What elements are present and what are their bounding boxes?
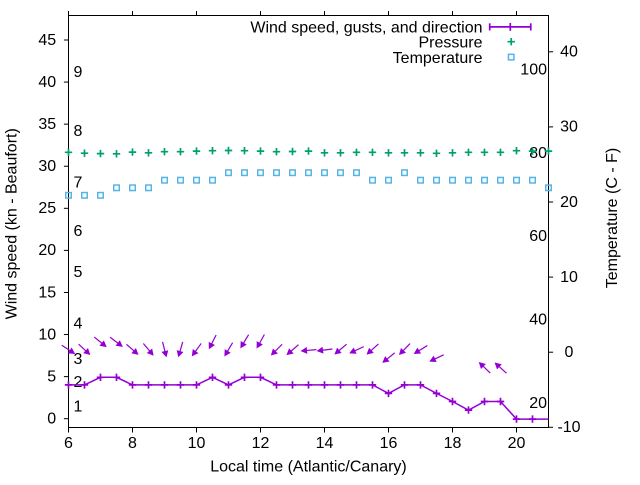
svg-text:Temperature (C - F): Temperature (C - F) xyxy=(604,148,621,288)
svg-text:10: 10 xyxy=(38,326,56,343)
svg-text:8: 8 xyxy=(74,123,83,140)
svg-text:15: 15 xyxy=(38,284,56,301)
svg-text:2: 2 xyxy=(74,374,83,391)
svg-text:20: 20 xyxy=(529,395,547,412)
svg-text:0: 0 xyxy=(565,344,574,361)
svg-text:45: 45 xyxy=(38,32,56,49)
svg-text:1: 1 xyxy=(74,398,83,415)
svg-text:5: 5 xyxy=(47,368,56,385)
svg-text:40: 40 xyxy=(560,44,578,61)
svg-text:8: 8 xyxy=(128,435,137,452)
svg-text:80: 80 xyxy=(529,145,547,162)
svg-text:0: 0 xyxy=(47,411,56,428)
svg-text:Temperature: Temperature xyxy=(393,50,483,67)
svg-text:40: 40 xyxy=(529,312,547,329)
svg-text:20: 20 xyxy=(560,194,578,211)
svg-text:6: 6 xyxy=(74,223,83,240)
svg-text:20: 20 xyxy=(508,435,526,452)
svg-text:20: 20 xyxy=(38,242,56,259)
svg-text:5: 5 xyxy=(74,264,83,281)
svg-text:Local time (Atlantic/Canary): Local time (Atlantic/Canary) xyxy=(210,459,407,476)
svg-text:30: 30 xyxy=(560,119,578,136)
svg-text:14: 14 xyxy=(316,435,334,452)
svg-text:9: 9 xyxy=(74,64,83,81)
svg-text:4: 4 xyxy=(74,315,83,332)
svg-text:7: 7 xyxy=(74,174,83,191)
svg-text:30: 30 xyxy=(38,158,56,175)
svg-text:Wind speed, gusts, and directi: Wind speed, gusts, and direction xyxy=(250,19,482,36)
svg-text:10: 10 xyxy=(560,269,578,286)
svg-text:25: 25 xyxy=(38,200,56,217)
svg-text:16: 16 xyxy=(380,435,398,452)
svg-text:-10: -10 xyxy=(557,419,580,436)
svg-text:100: 100 xyxy=(520,61,547,78)
svg-text:Wind speed (kn - Beaufort): Wind speed (kn - Beaufort) xyxy=(4,128,21,319)
svg-text:6: 6 xyxy=(64,435,73,452)
svg-text:10: 10 xyxy=(188,435,206,452)
svg-text:3: 3 xyxy=(74,351,83,368)
svg-text:18: 18 xyxy=(444,435,462,452)
svg-text:35: 35 xyxy=(38,116,56,133)
svg-text:60: 60 xyxy=(529,228,547,245)
svg-text:Pressure: Pressure xyxy=(418,34,482,51)
svg-text:40: 40 xyxy=(38,74,56,91)
svg-text:12: 12 xyxy=(252,435,270,452)
